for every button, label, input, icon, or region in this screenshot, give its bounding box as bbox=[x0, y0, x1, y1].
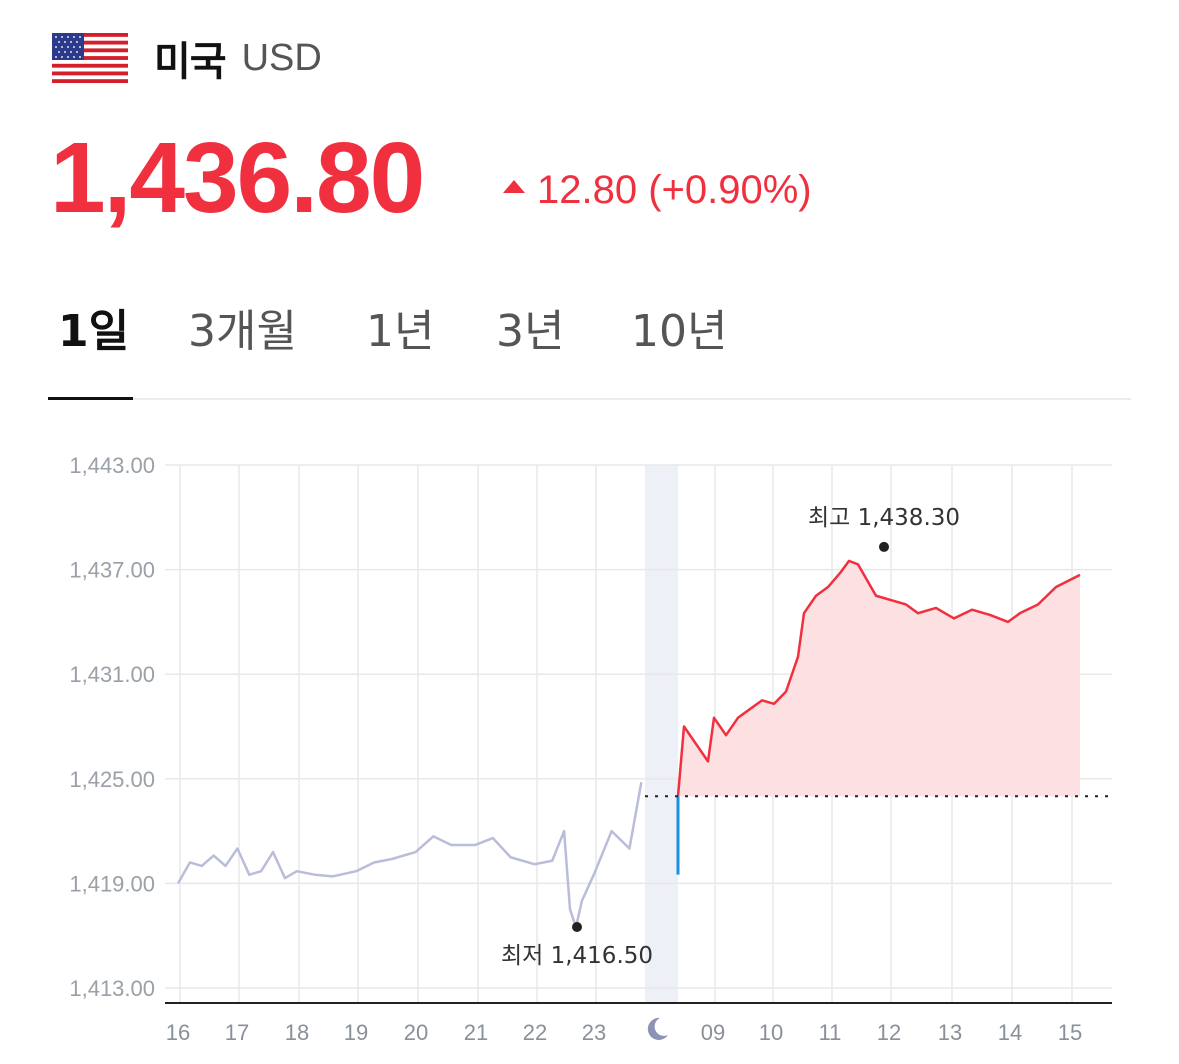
tab-3months[interactable]: 3개월 bbox=[188, 306, 297, 357]
high-label: 최고 1,438.30 bbox=[808, 505, 960, 531]
x-tick-label: 17 bbox=[225, 1020, 249, 1045]
y-tick-label: 1,437.00 bbox=[69, 558, 155, 583]
up-arrow-icon bbox=[503, 180, 525, 193]
x-tick-label: 18 bbox=[285, 1020, 309, 1045]
current-session-area bbox=[678, 560, 1080, 797]
x-tick-label: 12 bbox=[877, 1020, 901, 1045]
y-tick-label: 1,431.00 bbox=[69, 662, 155, 687]
exchange-rate-chart[interactable]: 1,443.00 1,437.00 1,431.00 1,425.00 1,419.00… bbox=[0, 430, 1179, 1064]
high-marker bbox=[879, 541, 889, 552]
x-tick-label: 15 bbox=[1058, 1020, 1082, 1045]
current-session-line bbox=[676, 559, 1081, 797]
x-tick-label: 20 bbox=[404, 1020, 428, 1045]
x-tick-label: 23 bbox=[582, 1020, 606, 1045]
us-flag-icon bbox=[52, 33, 128, 83]
y-tick-label: 1,425.00 bbox=[69, 767, 155, 792]
y-tick-label: 1,419.00 bbox=[69, 871, 155, 896]
currency-code: USD bbox=[241, 36, 322, 79]
header: 미국 USD bbox=[52, 28, 322, 88]
low-marker bbox=[572, 921, 582, 932]
tab-10years[interactable]: 10년 bbox=[631, 306, 728, 357]
tab-1year[interactable]: 1년 bbox=[366, 306, 435, 357]
tab-3years[interactable]: 3년 bbox=[496, 306, 565, 357]
price-change-text: 12.80 (+0.90%) bbox=[537, 168, 812, 212]
x-tick-label: 21 bbox=[464, 1020, 488, 1045]
night-moon-icon bbox=[647, 1017, 668, 1040]
low-label: 최저 1,416.50 bbox=[501, 943, 653, 969]
x-tick-label: 19 bbox=[344, 1020, 368, 1045]
country-name: 미국 bbox=[154, 39, 227, 85]
x-tick-label: 09 bbox=[701, 1020, 725, 1045]
y-tick-label: 1,443.00 bbox=[69, 453, 155, 478]
x-tick-label: 11 bbox=[819, 1020, 842, 1045]
period-tabs: 1일 3개월 1년 3년 10년 bbox=[48, 300, 1131, 400]
active-tab-indicator bbox=[48, 397, 133, 400]
previous-session-line bbox=[176, 782, 643, 929]
x-tick-label: 13 bbox=[938, 1020, 962, 1045]
x-tick-label: 16 bbox=[166, 1020, 190, 1045]
x-tick-label: 22 bbox=[523, 1020, 547, 1045]
current-price: 1,436.80 bbox=[50, 122, 425, 234]
tab-1day[interactable]: 1일 bbox=[58, 306, 130, 357]
price-change: 12.80 (+0.90%) bbox=[503, 168, 812, 213]
x-tick-label: 14 bbox=[998, 1020, 1022, 1045]
night-session-band bbox=[645, 465, 678, 1003]
y-tick-label: 1,413.00 bbox=[69, 976, 155, 1001]
x-tick-label: 10 bbox=[759, 1020, 783, 1045]
